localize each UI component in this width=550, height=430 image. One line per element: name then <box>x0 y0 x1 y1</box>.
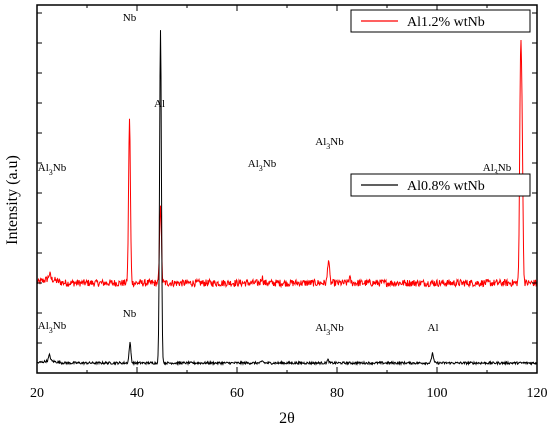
peak-label-1-4: Al <box>428 322 439 334</box>
x-tick-label-40: 40 <box>130 386 144 401</box>
y-axis-title: Intensity (a.u) <box>4 155 21 245</box>
x-tick-label-60: 60 <box>230 386 244 401</box>
x-tick-label-100: 100 <box>427 386 448 401</box>
series-line-al-0-8-wt-nb <box>36 30 538 367</box>
peak-label-0-4: Al3Nb <box>315 136 344 151</box>
traces-layer <box>36 30 538 367</box>
legend-box-0 <box>350 9 531 33</box>
legend-label-1: Al0.8% wtNb <box>407 179 485 194</box>
peak-label-0-5: Al3Nb <box>483 162 512 177</box>
peak-label-0-1: Nb <box>123 12 137 24</box>
peak-annotations-layer: Al3Nb Nb Al Al3Nb Al3Nb Al3Nb Al3Nb Al3Nb Nb Al Al… <box>38 0 512 337</box>
peak-label-1-0: Al3Nb <box>38 320 67 335</box>
peak-label-1-2: Al <box>155 0 166 2</box>
peak-label-1-1: Nb <box>123 308 137 320</box>
x-tick-label-20: 20 <box>30 386 44 401</box>
peak-label-0-0: Al3Nb <box>38 162 67 177</box>
legend-label-0: Al1.2% wtNb <box>407 15 485 30</box>
peak-label-1-3: Al3Nb <box>315 322 344 337</box>
x-tick-label-120: 120 <box>527 386 548 401</box>
legends-layer: Al1.2% wtNb Al0.8% wtNb <box>350 9 531 197</box>
peak-label-0-3: Al3Nb <box>248 158 277 173</box>
x-axis-title: 2θ <box>279 410 295 427</box>
peak-label-0-2: Al <box>154 98 165 110</box>
x-tick-label-80: 80 <box>330 386 344 401</box>
series-line-al-1-2-wt-nb <box>36 39 538 289</box>
axes-layer: 20 40 60 80 100 120 <box>30 4 548 401</box>
legend-box-1 <box>350 173 531 197</box>
